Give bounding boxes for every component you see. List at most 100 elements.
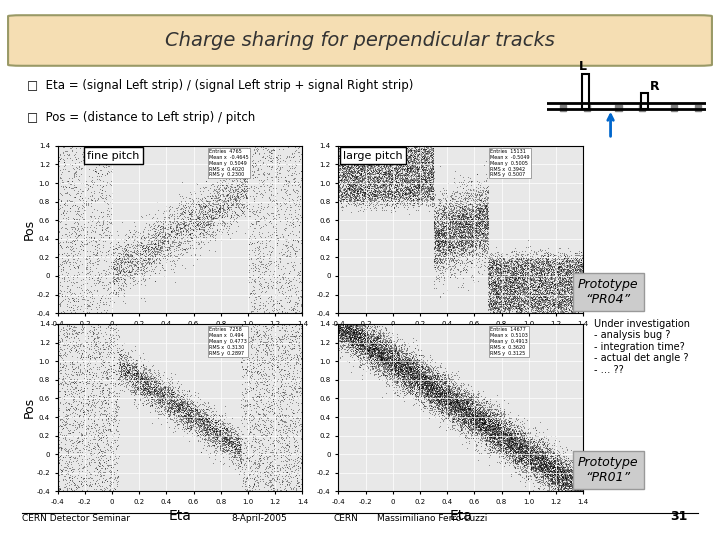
Point: [408, 369, 419, 377]
Point: [449, 396, 460, 404]
Point: [448, 396, 459, 404]
Point: [418, 374, 429, 382]
Point: [254, 385, 266, 394]
Point: [158, 388, 170, 396]
Point: [497, 278, 508, 287]
Point: [482, 399, 493, 407]
Point: [488, 424, 500, 433]
Point: [454, 202, 465, 211]
Point: [478, 223, 490, 232]
Point: [567, 308, 579, 317]
Point: [531, 254, 542, 262]
Point: [492, 436, 504, 445]
Point: [236, 180, 248, 188]
Point: [406, 184, 418, 193]
Point: [461, 246, 472, 254]
Point: [100, 181, 112, 190]
Point: [80, 255, 91, 264]
Point: [409, 198, 420, 206]
Point: [240, 170, 251, 178]
Point: [122, 361, 133, 370]
Point: [522, 450, 534, 459]
Point: [552, 467, 563, 475]
Point: [163, 410, 174, 418]
Point: [518, 451, 529, 460]
Point: [418, 376, 429, 385]
Point: [197, 414, 208, 423]
Point: [411, 138, 423, 147]
Point: [562, 468, 573, 477]
Point: [380, 344, 392, 353]
Point: [544, 476, 556, 485]
Point: [453, 211, 464, 220]
Point: [485, 413, 496, 421]
Point: [399, 360, 410, 369]
Point: [487, 435, 499, 444]
Point: [58, 259, 70, 267]
Point: [485, 253, 496, 261]
Point: [192, 220, 203, 228]
Point: [552, 455, 564, 464]
Point: [367, 342, 379, 350]
Point: [236, 186, 248, 194]
Point: [533, 282, 544, 291]
Point: [452, 396, 464, 405]
Point: [270, 476, 282, 485]
Point: [234, 182, 246, 191]
Point: [558, 290, 570, 299]
Point: [497, 426, 508, 435]
Point: [373, 345, 384, 353]
Point: [418, 145, 430, 153]
Point: [541, 293, 552, 302]
Point: [203, 211, 215, 219]
Point: [358, 343, 369, 352]
Point: [364, 197, 376, 205]
Point: [94, 484, 106, 493]
Point: [86, 368, 98, 376]
Point: [545, 300, 557, 308]
Point: [337, 331, 348, 340]
Point: [473, 211, 485, 219]
Point: [458, 396, 469, 405]
Point: [344, 170, 356, 178]
Point: [383, 171, 395, 179]
Point: [69, 471, 81, 480]
Point: [501, 261, 513, 270]
Point: [359, 185, 371, 193]
Point: [346, 141, 357, 150]
Point: [572, 278, 584, 286]
Point: [458, 215, 469, 224]
Point: [481, 418, 492, 427]
Point: [487, 432, 499, 441]
Point: [526, 294, 538, 302]
Point: [413, 394, 424, 403]
Point: [211, 428, 222, 436]
Point: [105, 444, 117, 453]
Point: [134, 240, 145, 248]
Point: [150, 379, 162, 388]
Point: [363, 169, 374, 178]
Point: [452, 266, 464, 274]
Point: [445, 370, 456, 379]
Point: [387, 152, 399, 161]
Point: [360, 188, 372, 197]
Point: [73, 467, 85, 475]
Point: [405, 367, 416, 376]
Point: [206, 411, 217, 420]
Point: [378, 352, 390, 361]
Point: [495, 295, 506, 303]
Point: [71, 370, 83, 379]
Point: [168, 217, 179, 226]
Point: [490, 421, 501, 429]
Point: [360, 160, 372, 169]
Point: [375, 174, 387, 183]
Point: [489, 305, 500, 313]
Point: [430, 219, 441, 227]
Point: [511, 261, 523, 270]
Point: [418, 185, 430, 194]
Point: [377, 353, 389, 361]
Point: [287, 417, 298, 426]
Point: [348, 179, 360, 188]
Point: [403, 163, 415, 171]
Point: [387, 167, 399, 176]
